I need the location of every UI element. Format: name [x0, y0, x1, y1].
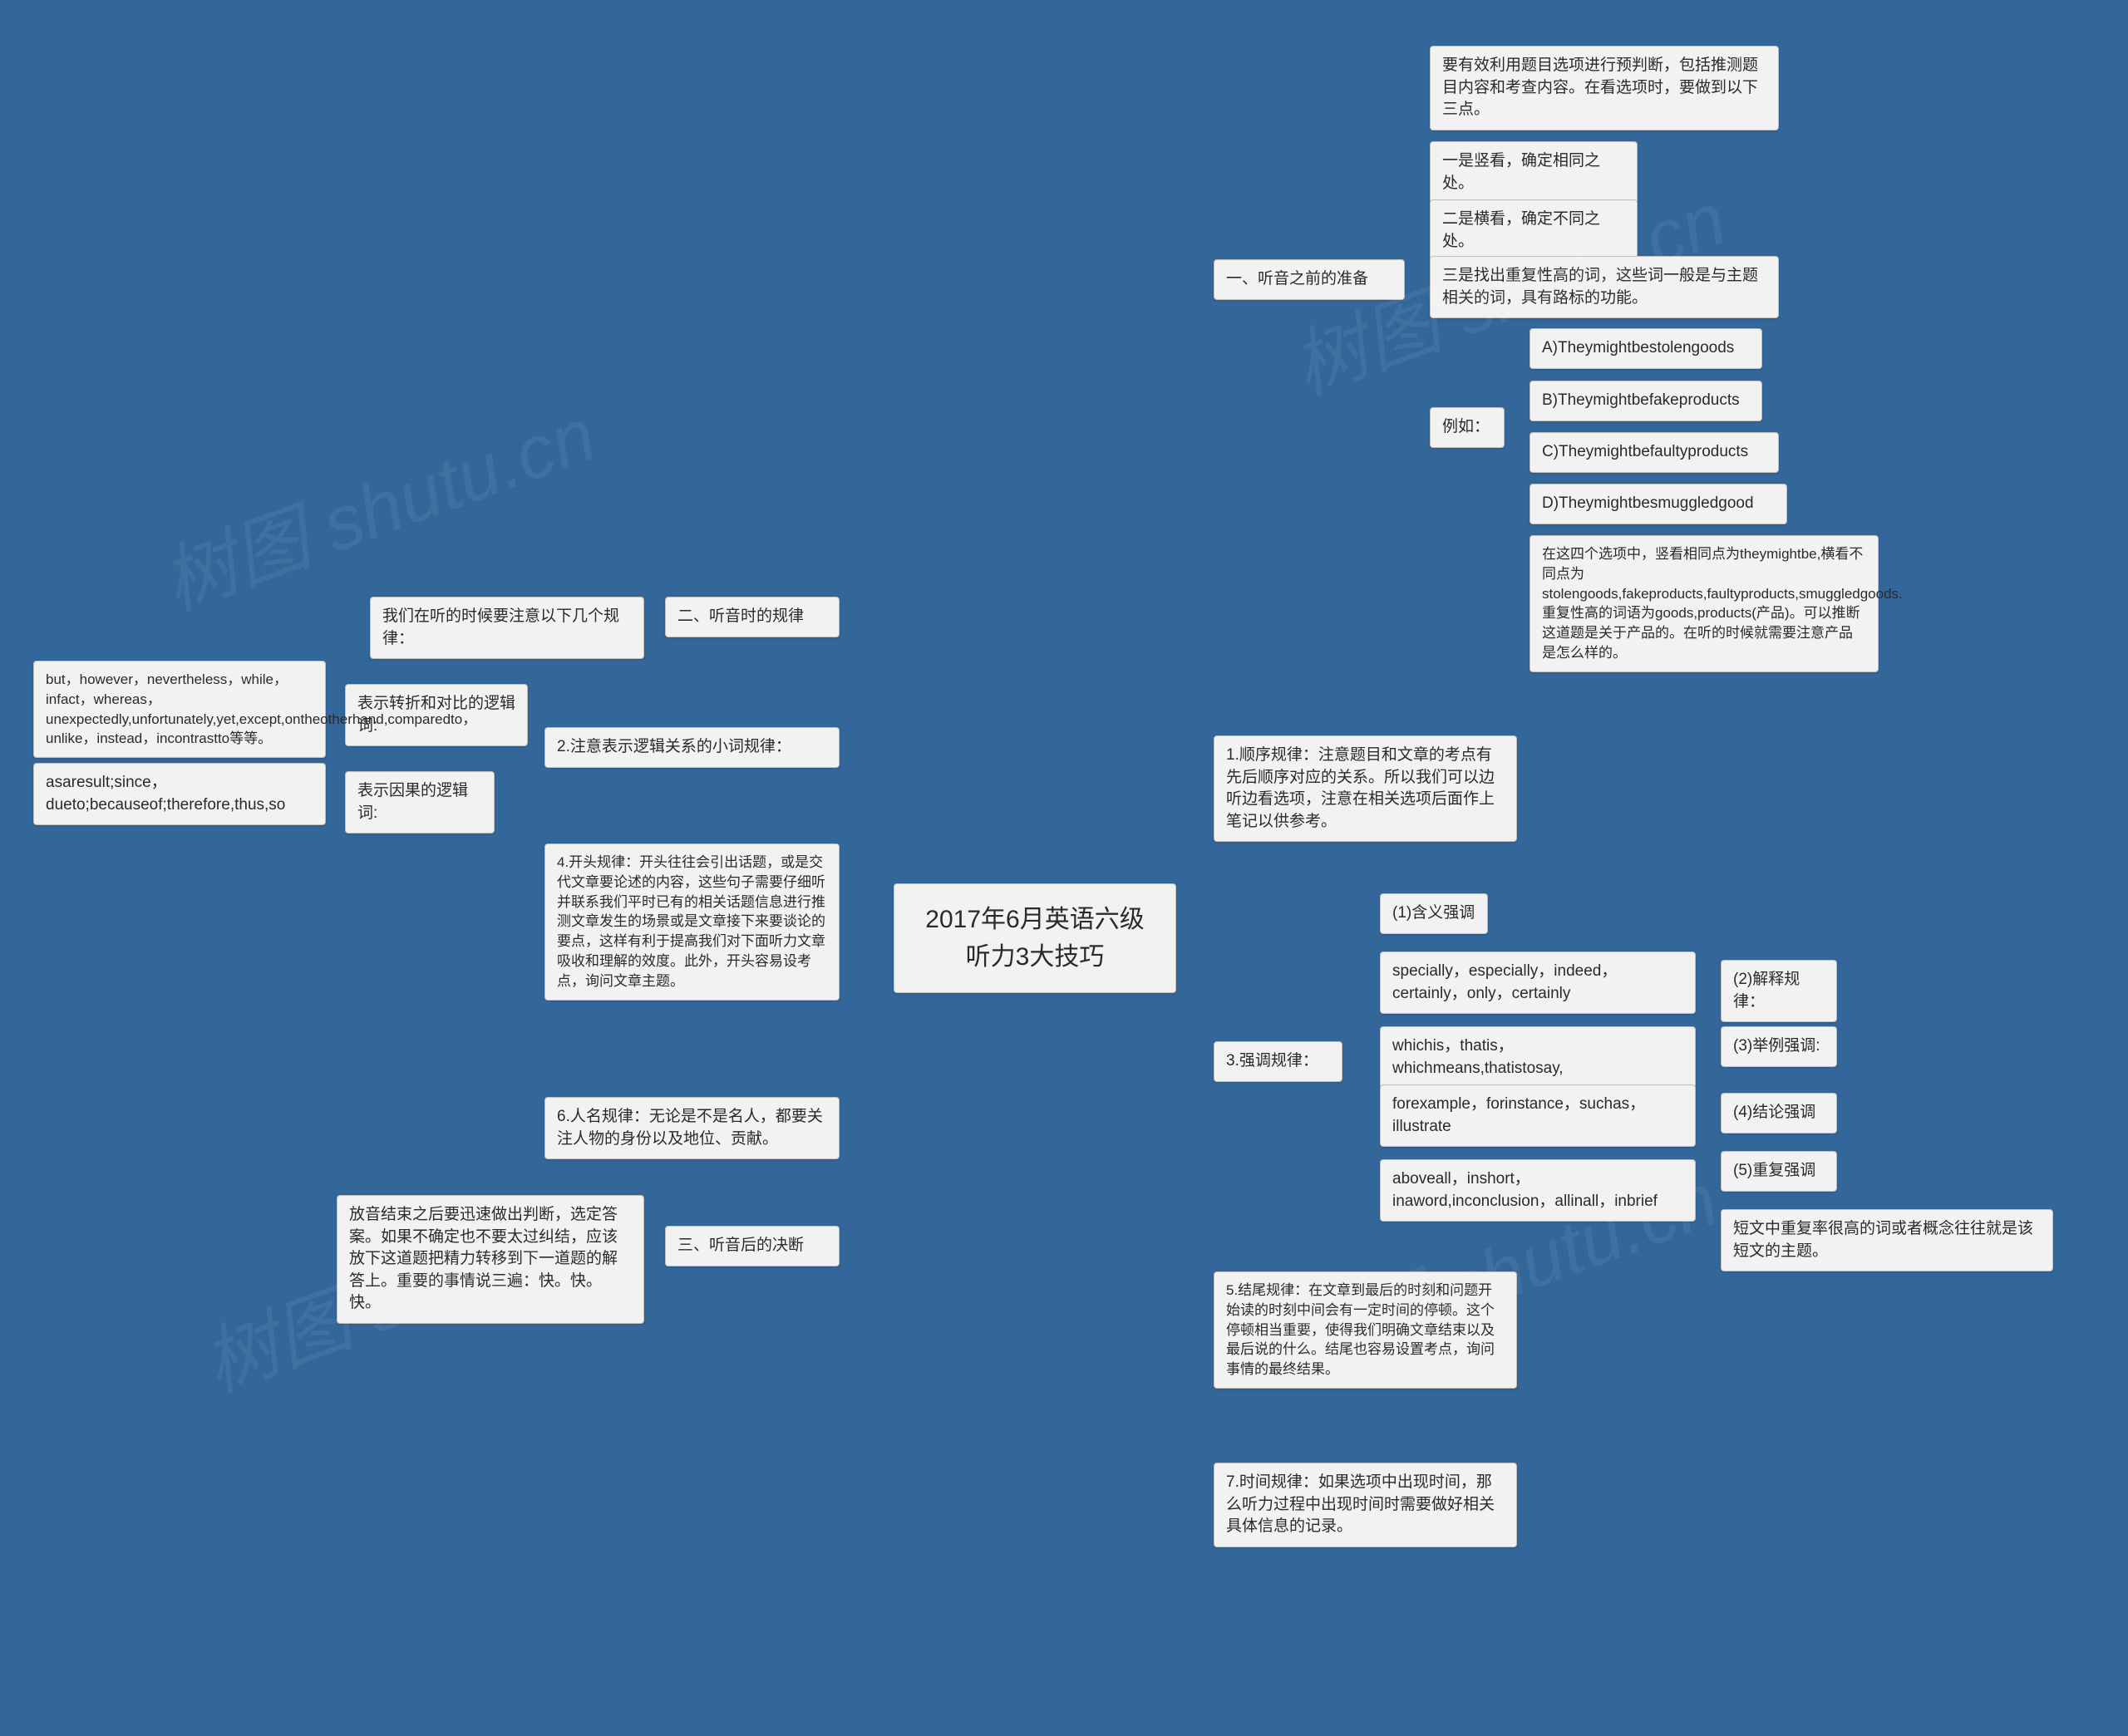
node-text: forexample，forinstance，suchas，illustrate — [1392, 1095, 1645, 1135]
mindmap-node: 三是找出重复性高的词，这些词一般是与主题相关的词，具有路标的功能。 — [1430, 256, 1779, 318]
node-text: 5.结尾规律：在文章到最后的时刻和问题开始读的时刻中间会有一定时间的停顿。这个停… — [1226, 1282, 1495, 1377]
mindmap-node: 放音结束之后要迅速做出判断，选定答案。如果不确定也不要太过纠结，应该放下这道题把… — [337, 1195, 644, 1324]
mindmap-node: C)Theymightbefaultyproducts — [1530, 432, 1779, 473]
node-text: 表示因果的逻辑词: — [357, 782, 468, 822]
mindmap-node: A)Theymightbestolengoods — [1530, 328, 1762, 369]
mindmap-node: (2)解释规律： — [1721, 960, 1837, 1022]
mindmap-node: 5.结尾规律：在文章到最后的时刻和问题开始读的时刻中间会有一定时间的停顿。这个停… — [1214, 1271, 1517, 1389]
mindmap-node: D)Theymightbesmuggledgood — [1530, 484, 1787, 524]
node-text: A)Theymightbestolengoods — [1542, 339, 1734, 357]
mindmap-node: (4)结论强调 — [1721, 1093, 1837, 1134]
mindmap-node: 1.顺序规律：注意题目和文章的考点有先后顺序对应的关系。所以我们可以边听边看选项… — [1214, 735, 1517, 842]
mindmap-node: 6.人名规律：无论是不是名人，都要关注人物的身份以及地位、贡献。 — [544, 1097, 840, 1159]
node-text: 我们在听的时候要注意以下几个规律： — [382, 607, 619, 647]
watermark: 树图 shutu.cn — [145, 375, 608, 632]
mindmap-node: specially，especially，indeed，certainly，on… — [1380, 952, 1696, 1014]
node-text: 三、听音后的决断 — [677, 1237, 804, 1254]
mindmap-node: 三、听音后的决断 — [665, 1226, 840, 1266]
node-text: 7.时间规律：如果选项中出现时间，那么听力过程中出现时间时需要做好相关具体信息的… — [1226, 1473, 1495, 1535]
mindmap-node: (1)含义强调 — [1380, 893, 1488, 934]
mindmap-node: 要有效利用题目选项进行预判断，包括推测题目内容和考查内容。在看选项时，要做到以下… — [1430, 46, 1779, 130]
mindmap-node: 二是横看，确定不同之处。 — [1430, 199, 1638, 262]
node-text: B)Theymightbefakeproducts — [1542, 391, 1740, 409]
node-text: whichis，thatis，whichmeans,thatistosay, — [1392, 1037, 1564, 1077]
node-text: 二、听音时的规律 — [677, 607, 804, 625]
node-text: 1.顺序规律：注意题目和文章的考点有先后顺序对应的关系。所以我们可以边听边看选项… — [1226, 746, 1495, 830]
node-text: 2017年6月英语六级听力3大技巧 — [925, 906, 1144, 971]
mindmap-node: 一是竖看，确定相同之处。 — [1430, 141, 1638, 204]
node-text: 要有效利用题目选项进行预判断，包括推测题目内容和考查内容。在看选项时，要做到以下… — [1442, 57, 1758, 118]
node-text: 例如： — [1442, 418, 1490, 435]
node-text: 6.人名规律：无论是不是名人，都要关注人物的身份以及地位、贡献。 — [557, 1108, 823, 1148]
node-text: D)Theymightbesmuggledgood — [1542, 494, 1754, 512]
node-text: 三是找出重复性高的词，这些词一般是与主题相关的词，具有路标的功能。 — [1442, 267, 1758, 307]
node-text: 短文中重复率很高的词或者概念往往就是该短文的主题。 — [1733, 1220, 2033, 1260]
mindmap-node: B)Theymightbefakeproducts — [1530, 381, 1762, 421]
mindmap-node: 2017年6月英语六级听力3大技巧 — [894, 883, 1176, 993]
node-text: (1)含义强调 — [1392, 904, 1475, 922]
mindmap-node: 2.注意表示逻辑关系的小词规律： — [544, 727, 840, 768]
mindmap-node: aboveall，inshort，inaword,inconclusion，al… — [1380, 1159, 1696, 1222]
mindmap-node: (5)重复强调 — [1721, 1151, 1837, 1192]
node-text: 3.强调规律： — [1226, 1052, 1318, 1070]
node-text: (4)结论强调 — [1733, 1104, 1815, 1121]
mindmap-node: 例如： — [1430, 407, 1505, 448]
node-text: 一、听音之前的准备 — [1226, 270, 1368, 288]
mindmap-node: 7.时间规律：如果选项中出现时间，那么听力过程中出现时间时需要做好相关具体信息的… — [1214, 1463, 1517, 1547]
node-text: 放音结束之后要迅速做出判断，选定答案。如果不确定也不要太过纠结，应该放下这道题把… — [349, 1206, 618, 1311]
node-text: (2)解释规律： — [1733, 971, 1800, 1011]
mindmap-node: 4.开头规律：开头往往会引出话题，或是交代文章要论述的内容，这些句子需要仔细听并… — [544, 843, 840, 1001]
node-text: 4.开头规律：开头往往会引出话题，或是交代文章要论述的内容，这些句子需要仔细听并… — [557, 854, 825, 989]
mindmap-node: 3.强调规律： — [1214, 1041, 1342, 1082]
node-text: (3)举例强调: — [1733, 1037, 1820, 1055]
node-text: 在这四个选项中，竖看相同点为theymightbe,横看不同点为stolengo… — [1542, 546, 1903, 661]
mindmap-node: 二、听音时的规律 — [665, 597, 840, 637]
node-text: 2.注意表示逻辑关系的小词规律： — [557, 738, 791, 755]
mindmap-node: 我们在听的时候要注意以下几个规律： — [370, 597, 644, 659]
mindmap-canvas: 2017年6月英语六级听力3大技巧 一、听音之前的准备 要有效利用题目选项进行预判断… — [0, 0, 2128, 1736]
node-text: 一是竖看，确定相同之处。 — [1442, 152, 1600, 192]
node-text: 二是横看，确定不同之处。 — [1442, 210, 1600, 250]
node-text: aboveall，inshort，inaword,inconclusion，al… — [1392, 1170, 1658, 1210]
mindmap-node: 一、听音之前的准备 — [1214, 259, 1405, 300]
node-text: C)Theymightbefaultyproducts — [1542, 443, 1748, 460]
mindmap-node: (3)举例强调: — [1721, 1026, 1837, 1067]
node-text: (5)重复强调 — [1733, 1162, 1815, 1179]
mindmap-node: asaresult;since，dueto;becauseof;therefor… — [33, 763, 326, 825]
mindmap-node: forexample，forinstance，suchas，illustrate — [1380, 1084, 1696, 1147]
mindmap-node: 在这四个选项中，竖看相同点为theymightbe,横看不同点为stolengo… — [1530, 535, 1879, 672]
node-text: specially，especially，indeed，certainly，on… — [1392, 962, 1617, 1002]
mindmap-node: 短文中重复率很高的词或者概念往往就是该短文的主题。 — [1721, 1209, 2053, 1271]
mindmap-node: 表示因果的逻辑词: — [345, 771, 495, 834]
edge-layer — [0, 0, 2128, 1736]
mindmap-node: whichis，thatis，whichmeans,thatistosay, — [1380, 1026, 1696, 1089]
node-text: asaresult;since，dueto;becauseof;therefor… — [46, 774, 285, 814]
mindmap-node: but，however，nevertheless，while，infact，wh… — [33, 661, 326, 758]
